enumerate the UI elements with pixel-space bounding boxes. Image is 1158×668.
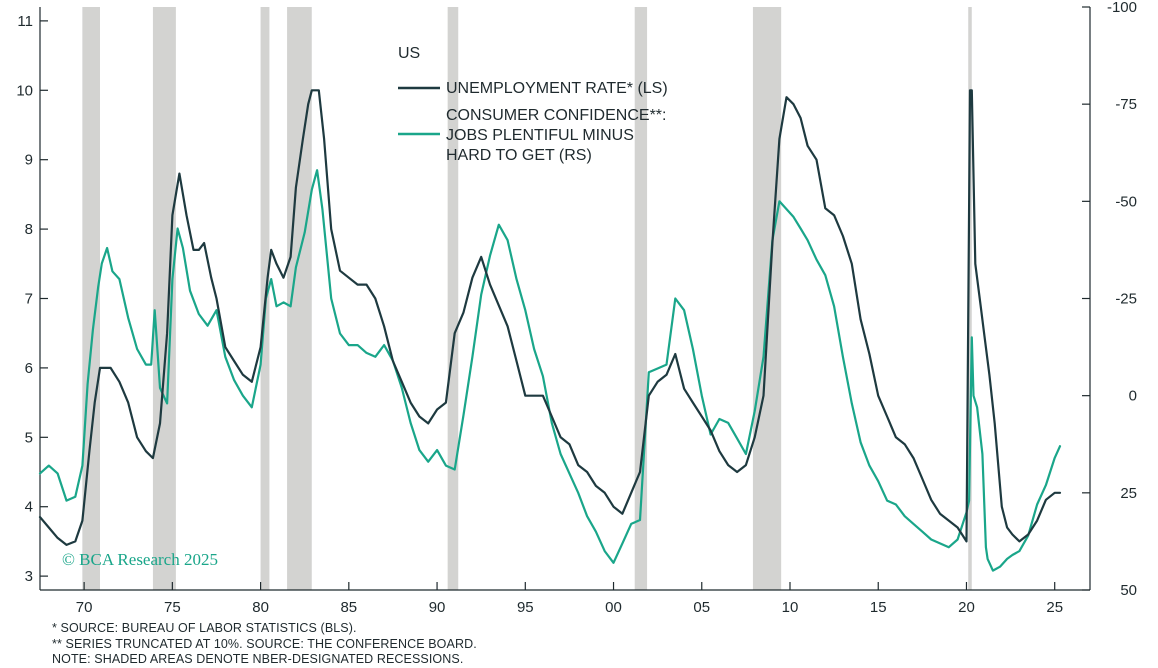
left-tick-label: 5 — [25, 429, 33, 446]
legend-label-confidence-3: HARD TO GET (RS) — [446, 147, 592, 164]
x-tick-label: 10 — [782, 599, 799, 616]
left-tick-label: 4 — [25, 499, 33, 516]
left-tick-label: 9 — [25, 152, 33, 169]
x-tick-label: 90 — [429, 599, 446, 616]
unemployment-rate-line — [38, 89, 1062, 547]
left-tick-label: 10 — [16, 82, 33, 99]
x-tick-label: 85 — [340, 599, 357, 616]
footnote-source-bls: * SOURCE: BUREAU OF LABOR STATISTICS (BL… — [52, 621, 357, 635]
left-tick-label: 7 — [25, 291, 33, 308]
x-tick-label: 75 — [164, 599, 181, 616]
right-tick-label: 50 — [1120, 582, 1137, 599]
right-tick-label: -75 — [1115, 96, 1137, 113]
right-tick-label: -100 — [1107, 0, 1137, 16]
left-tick-label: 11 — [17, 13, 33, 30]
x-tick-label: 95 — [517, 599, 534, 616]
legend: US UNEMPLOYMENT RATE* (LS) CONSUMER CONF… — [398, 45, 668, 164]
legend-label-unemployment: UNEMPLOYMENT RATE* (LS) — [446, 80, 668, 97]
consumer-confidence-line — [38, 169, 1062, 572]
legend-label-confidence-1: CONSUMER CONFIDENCE**: — [446, 107, 666, 124]
x-tick-label: 00 — [605, 599, 622, 616]
left-tick-label: 8 — [25, 221, 33, 238]
recession-band — [82, 7, 100, 590]
x-tick-label: 20 — [958, 599, 975, 616]
axes: 3 4 5 6 7 8 9 10 11 -100 -75 -50 -25 0 25 50 70 75 80 85 90 9… — [16, 0, 1137, 616]
right-tick-label: 0 — [1129, 388, 1137, 405]
footnote-source-conference-board: ** SERIES TRUNCATED AT 10%. SOURCE: THE … — [52, 636, 477, 651]
footnotes: * SOURCE: BUREAU OF LABOR STATISTICS (BL… — [52, 621, 477, 668]
watermark: © BCA Research 2025 — [62, 550, 218, 569]
x-tick-label: 15 — [870, 599, 887, 616]
left-tick-label: 3 — [25, 568, 33, 585]
right-tick-label: -50 — [1115, 193, 1137, 210]
series-lines — [38, 89, 1062, 572]
x-tick-label: 70 — [76, 599, 93, 616]
legend-title: US — [398, 45, 420, 62]
legend-label-confidence-2: JOBS PLENTIFUL MINUS — [446, 127, 634, 144]
right-tick-label: 25 — [1120, 485, 1137, 502]
x-tick-label: 05 — [693, 599, 710, 616]
recession-band — [447, 7, 459, 590]
right-tick-label: -25 — [1115, 291, 1137, 308]
recession-band — [968, 7, 972, 590]
recession-band — [152, 7, 176, 590]
x-tick-label: 25 — [1046, 599, 1063, 616]
x-tick-label: 80 — [252, 599, 269, 616]
left-tick-label: 6 — [25, 360, 33, 377]
footnote-recessions: NOTE: SHADED AREAS DENOTE NBER-DESIGNATE… — [52, 652, 464, 666]
